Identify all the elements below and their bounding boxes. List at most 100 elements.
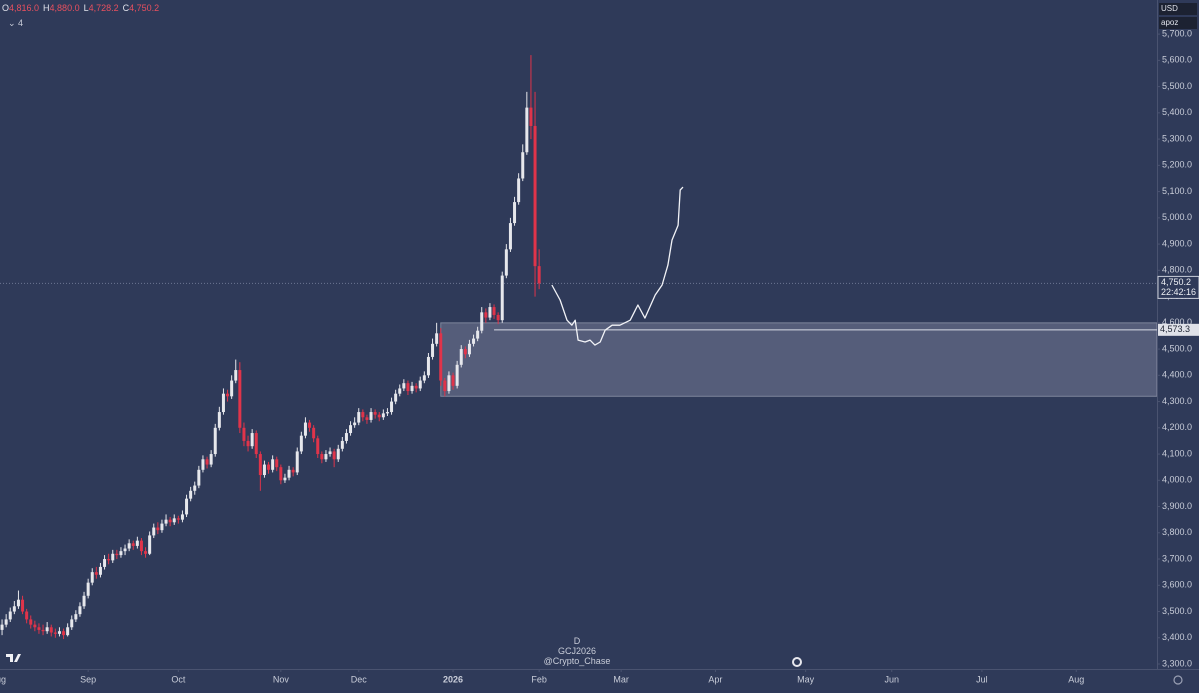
- x-tick-label: May: [797, 674, 815, 684]
- tv-logo[interactable]: [6, 654, 21, 662]
- y-tick-label: 5,200.0: [1162, 160, 1192, 170]
- candle-body: [328, 451, 332, 455]
- candle-body: [303, 422, 307, 436]
- y-tick-label: 4,000.0: [1162, 475, 1192, 485]
- candle-body: [49, 627, 53, 633]
- candle-body: [291, 469, 295, 473]
- candle-body: [98, 566, 102, 575]
- candle-body: [422, 375, 426, 381]
- candle-body: [230, 380, 234, 397]
- candle-body: [373, 412, 377, 415]
- candle-body: [238, 370, 242, 428]
- candle-body: [29, 619, 33, 625]
- candle-body: [410, 385, 414, 392]
- candle-body: [492, 307, 496, 315]
- candle-body: [180, 514, 184, 520]
- ohlc-value: 4,728.2: [88, 3, 119, 13]
- candle-body: [537, 266, 541, 284]
- watermark: D GCJ2026 @Crypto_Chase: [477, 636, 677, 666]
- x-tick-label: Jul: [976, 674, 988, 684]
- indicator-count: 4: [18, 18, 24, 28]
- last-price-label: 4,750.2: [1161, 277, 1191, 287]
- scale-button[interactable]: apoz: [1159, 17, 1197, 29]
- y-tick-label: 5,300.0: [1162, 133, 1192, 143]
- candle-body: [262, 464, 266, 476]
- y-tick-label: 4,300.0: [1162, 396, 1192, 406]
- candle-body: [287, 469, 291, 478]
- candle-body: [258, 454, 262, 476]
- settings-icon[interactable]: [1173, 675, 1183, 685]
- candle-body: [267, 464, 271, 470]
- candle-body: [152, 527, 156, 536]
- candle-body: [377, 414, 381, 418]
- ohlc-value: 4,816.0: [9, 3, 40, 13]
- y-tick-label: 5,700.0: [1162, 28, 1192, 38]
- indicator-toggle[interactable]: ⌄ 4: [8, 18, 24, 28]
- candle-body: [234, 370, 238, 381]
- tv-logo-mark: [6, 654, 21, 662]
- x-tick-label: 2026: [443, 674, 463, 684]
- ohlc-value: 4,750.2: [129, 3, 160, 13]
- x-tick-label: Mar: [613, 674, 629, 684]
- candle-body: [369, 412, 373, 420]
- ohlc-prefix: L: [83, 3, 89, 13]
- x-tick-label: Jun: [884, 674, 899, 684]
- candle-body: [435, 333, 439, 344]
- candle-body: [62, 631, 66, 636]
- y-tick-label: 4,800.0: [1162, 265, 1192, 275]
- y-tick-label: 3,500.0: [1162, 606, 1192, 616]
- candle-body: [254, 433, 258, 455]
- candle-body: [66, 627, 70, 636]
- candle-body: [82, 595, 86, 607]
- candle-body: [513, 202, 517, 224]
- candle-body: [279, 467, 283, 481]
- candle-body: [115, 553, 119, 556]
- candle-body: [193, 485, 197, 491]
- ohlc-value: 4,880.0: [49, 3, 80, 13]
- candle-body: [197, 469, 201, 486]
- countdown: 22:42:16: [1161, 287, 1196, 297]
- candle-body: [308, 422, 312, 428]
- y-tick-label: 5,400.0: [1162, 107, 1192, 117]
- y-tick-label: 3,600.0: [1162, 580, 1192, 590]
- currency-button[interactable]: USD: [1159, 3, 1197, 15]
- candle-body: [4, 619, 8, 625]
- candle-body: [156, 527, 160, 531]
- candle-body: [226, 393, 230, 397]
- candle-body: [472, 338, 476, 344]
- candle-body: [439, 333, 443, 381]
- candle-body: [508, 223, 512, 250]
- candle-body: [33, 624, 37, 628]
- candle-body: [164, 519, 168, 524]
- candle-body: [94, 572, 98, 575]
- candle-body: [250, 433, 254, 447]
- candle-body: [213, 427, 217, 455]
- candle-body: [74, 614, 78, 620]
- candle-body: [90, 572, 94, 583]
- candle-body: [496, 314, 500, 321]
- candle-body: [25, 611, 29, 620]
- x-tick-label: Sep: [80, 674, 96, 684]
- candle-body: [443, 380, 447, 392]
- candle-body: [353, 422, 357, 426]
- candle-body: [390, 401, 394, 413]
- candle-body: [217, 412, 221, 428]
- candle-body: [504, 249, 508, 276]
- candle-body: [119, 551, 123, 556]
- y-tick-label: 4,500.0: [1162, 343, 1192, 353]
- candle-body: [295, 451, 299, 473]
- candle-body: [467, 343, 471, 355]
- x-tick-label: Dec: [351, 674, 368, 684]
- y-tick-label: 3,300.0: [1162, 658, 1192, 668]
- candle-body: [103, 559, 107, 567]
- candle-body: [111, 553, 115, 561]
- candle-body: [365, 417, 369, 420]
- candle-body: [16, 599, 20, 607]
- y-tick-label: 4,100.0: [1162, 448, 1192, 458]
- candle-body: [135, 540, 139, 546]
- candle-body: [21, 599, 25, 612]
- candle-body: [12, 606, 16, 612]
- level-label: 4,573.3: [1160, 324, 1190, 334]
- candle-body: [480, 312, 484, 331]
- scale-label: apoz: [1161, 18, 1179, 27]
